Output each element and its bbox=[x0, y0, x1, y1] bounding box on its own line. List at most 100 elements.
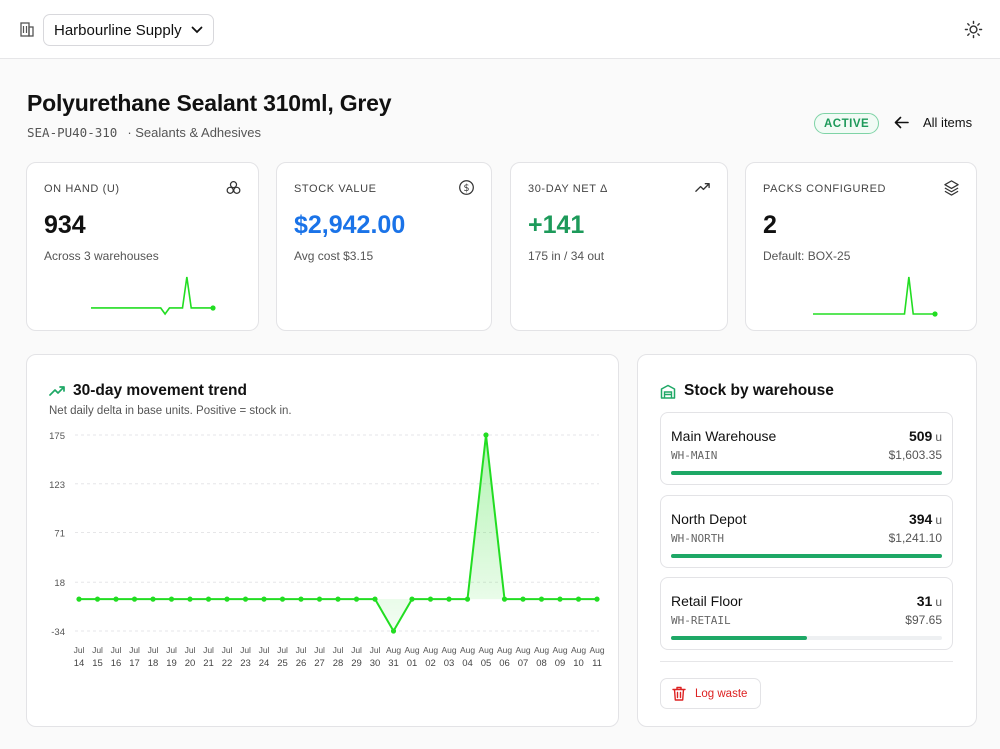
x-tick-day: 11 bbox=[592, 658, 602, 669]
data-point bbox=[464, 596, 471, 602]
x-tick-month: Jul bbox=[314, 645, 325, 655]
x-tick-month: Jul bbox=[74, 645, 85, 655]
x-tick-month: Jul bbox=[129, 645, 140, 655]
trend-card: 30-day movement trend Net daily delta in… bbox=[26, 354, 619, 727]
sparkline-line bbox=[813, 276, 935, 315]
kpi-value: $2,942.00 bbox=[294, 211, 406, 239]
x-tick-day: 30 bbox=[370, 658, 381, 669]
x-tick-day: 14 bbox=[74, 658, 85, 669]
x-tick-month: Aug bbox=[404, 645, 419, 655]
warehouse-name: North Depot bbox=[671, 511, 747, 527]
x-tick-month: Jul bbox=[240, 645, 251, 655]
x-tick-month: Jul bbox=[166, 645, 177, 655]
x-tick-day: 05 bbox=[481, 658, 492, 669]
data-point bbox=[261, 596, 267, 602]
boxes-icon bbox=[226, 181, 241, 194]
data-point bbox=[483, 432, 489, 438]
x-tick-day: 15 bbox=[92, 658, 103, 669]
kpi-card-stock-value: STOCK VALUE $ $2,942.00 Avg cost $3.15 bbox=[276, 162, 492, 331]
data-point bbox=[390, 628, 397, 634]
svg-text:$: $ bbox=[463, 183, 469, 194]
data-point bbox=[372, 596, 378, 602]
x-tick-month: Aug bbox=[571, 645, 586, 655]
warehouse-item[interactable]: Retail Floor WH-RETAIL 31 u $97.65 bbox=[660, 577, 953, 650]
organization-name: Harbourline Supply bbox=[54, 21, 182, 39]
kpi-card-net-delta: 30-DAY NET Δ +141 175 in / 34 out bbox=[510, 162, 728, 331]
warehouse-share-bar bbox=[671, 554, 942, 558]
page-title: Polyurethane Sealant 310ml, Grey bbox=[27, 90, 392, 116]
kpi-label: STOCK VALUE bbox=[294, 183, 377, 195]
sparkline-chart bbox=[91, 276, 216, 316]
x-tick-month: Aug bbox=[515, 645, 530, 655]
sun-icon[interactable] bbox=[964, 20, 983, 39]
x-tick-month: Aug bbox=[552, 645, 567, 655]
x-tick-day: 29 bbox=[351, 658, 362, 669]
kpi-subtext: Default: BOX-25 bbox=[763, 249, 851, 263]
sparkline-chart bbox=[813, 276, 938, 317]
x-tick-day: 25 bbox=[277, 658, 288, 669]
x-tick-day: 27 bbox=[314, 658, 325, 669]
warehouse-icon bbox=[660, 384, 676, 399]
data-point bbox=[538, 596, 545, 602]
data-point bbox=[335, 596, 341, 602]
movement-trend-chart: 175 123 71 18 -34 Jul 14 Jul 15 Jul 16 Jul 17 Jul 18 Ju… bbox=[49, 431, 605, 669]
layers-icon bbox=[944, 180, 959, 196]
organization-select[interactable]: Harbourline Supply bbox=[43, 14, 214, 46]
warehouse-share-fill bbox=[671, 554, 942, 558]
data-point bbox=[113, 596, 119, 602]
warehouse-title: Stock by warehouse bbox=[684, 382, 834, 399]
arrow-left-icon bbox=[894, 116, 909, 129]
series-area bbox=[79, 435, 597, 631]
log-waste-button[interactable]: Log waste bbox=[660, 678, 761, 709]
warehouse-item[interactable]: Main Warehouse WH-MAIN 509 u $1,603.35 bbox=[660, 412, 953, 485]
all-items-link[interactable]: All items bbox=[894, 115, 972, 130]
data-point bbox=[205, 596, 212, 602]
kpi-subtext: Across 3 warehouses bbox=[44, 249, 159, 263]
x-tick-month: Jul bbox=[185, 645, 196, 655]
warehouse-code: WH-NORTH bbox=[671, 532, 724, 545]
all-items-label: All items bbox=[923, 115, 973, 130]
warehouse-qty-unit: u bbox=[935, 595, 942, 609]
data-point bbox=[575, 596, 582, 602]
trend-title: 30-day movement trend bbox=[73, 382, 247, 399]
data-point bbox=[446, 596, 452, 602]
data-point bbox=[501, 596, 508, 602]
x-tick-month: Jul bbox=[259, 645, 270, 655]
x-tick-day: 19 bbox=[166, 658, 177, 669]
x-tick-month: Aug bbox=[441, 645, 456, 655]
x-tick-month: Jul bbox=[148, 645, 159, 655]
warehouse-share-fill bbox=[671, 636, 807, 640]
product-meta: SEA-PU40-310 · Sealants & Adhesives bbox=[27, 125, 261, 140]
kpi-label: 30-DAY NET Δ bbox=[528, 183, 608, 195]
x-tick-day: 20 bbox=[185, 658, 196, 669]
log-waste-label: Log waste bbox=[695, 687, 748, 700]
data-point bbox=[353, 596, 360, 602]
divider bbox=[660, 661, 953, 662]
warehouse-card: Stock by warehouse Main Warehouse WH-MAI… bbox=[637, 354, 977, 727]
warehouse-qty-unit: u bbox=[935, 513, 942, 527]
x-tick-month: Jul bbox=[222, 645, 233, 655]
x-tick-day: 07 bbox=[518, 658, 529, 669]
warehouse-qty-value: 509 bbox=[908, 428, 933, 444]
kpi-label: PACKS CONFIGURED bbox=[763, 183, 887, 195]
warehouse-code: WH-MAIN bbox=[671, 449, 718, 462]
x-tick-month: Aug bbox=[497, 645, 512, 655]
kpi-value: 934 bbox=[44, 211, 86, 239]
product-sku: SEA-PU40-310 bbox=[27, 125, 118, 140]
sparkline-line bbox=[91, 276, 213, 316]
dollar-icon: $ bbox=[459, 180, 474, 195]
data-point bbox=[594, 596, 600, 602]
data-point bbox=[298, 596, 304, 602]
status-badge: ACTIVE bbox=[814, 113, 880, 134]
x-tick-day: 31 bbox=[388, 658, 399, 669]
kpi-label: ON HAND (U) bbox=[44, 183, 120, 195]
warehouse-qty-value: 31 bbox=[916, 593, 933, 609]
warehouse-item[interactable]: North Depot WH-NORTH 394 u $1,241.10 bbox=[660, 495, 953, 568]
kpi-subtext: 175 in / 34 out bbox=[528, 249, 605, 263]
sparkline-end-point bbox=[932, 311, 938, 317]
x-tick-month: Jul bbox=[203, 645, 214, 655]
x-tick-day: 16 bbox=[111, 658, 122, 669]
warehouse-qty: 31 u bbox=[917, 593, 942, 609]
y-tick-label: -34 bbox=[51, 627, 65, 638]
warehouse-qty-value: 394 bbox=[908, 511, 933, 527]
